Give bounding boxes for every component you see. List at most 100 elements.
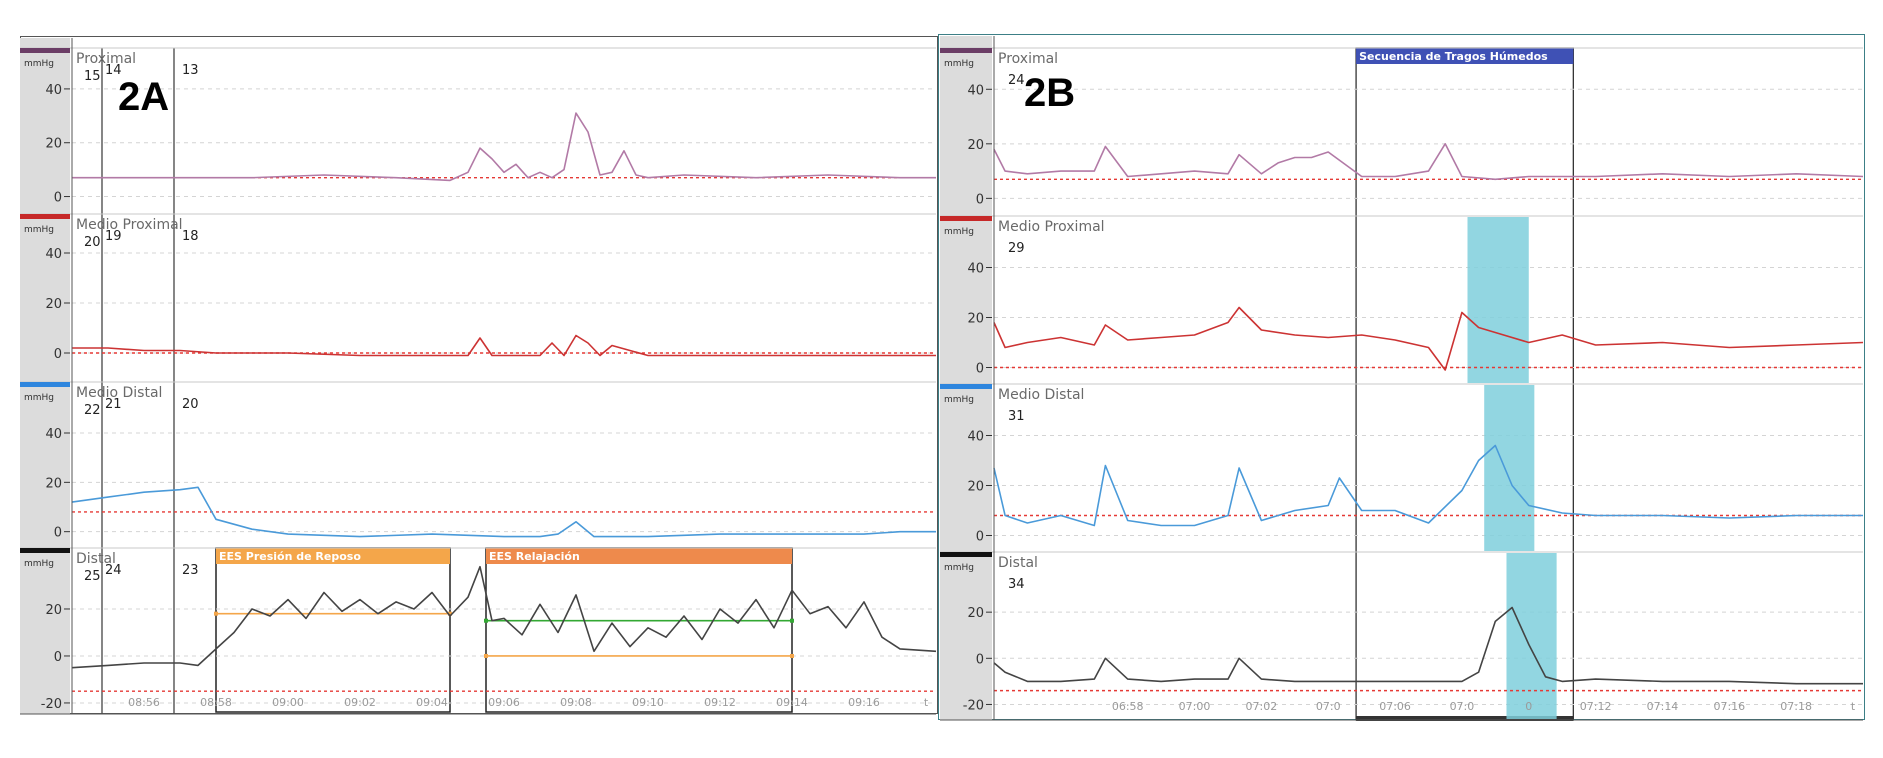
time-tick-label: 09:16 bbox=[848, 696, 880, 709]
marker-value: 14 bbox=[105, 63, 122, 78]
highlight-band bbox=[1506, 553, 1557, 719]
marker-value: 15 bbox=[84, 69, 101, 84]
series-line-medio-proximal bbox=[993, 306, 1864, 371]
channel-color-bar bbox=[940, 552, 992, 557]
annotation-label: Secuencia de Tragos Húmedos bbox=[1359, 50, 1548, 63]
marker-value: 20 bbox=[84, 235, 101, 250]
y-tick-label: 40 bbox=[45, 427, 62, 442]
measure-marker bbox=[484, 618, 488, 623]
time-tick-label: 07:0 bbox=[1450, 700, 1475, 713]
unit-label: mmHg bbox=[24, 559, 54, 569]
channel-color-bar bbox=[940, 48, 992, 53]
measure-marker bbox=[448, 611, 452, 616]
channel-color-bar bbox=[940, 384, 992, 389]
time-tick-label: 07:18 bbox=[1780, 700, 1812, 713]
channel-name: Distal bbox=[998, 555, 1038, 571]
time-tick-label: 07:00 bbox=[1179, 700, 1211, 713]
series-line-proximal bbox=[72, 112, 936, 182]
y-tick-label: 20 bbox=[45, 603, 62, 618]
time-tick-label: 09:14 bbox=[776, 696, 808, 709]
unit-label: mmHg bbox=[24, 225, 54, 235]
y-tick-label: 20 bbox=[967, 138, 984, 153]
time-tick-label: 09:12 bbox=[704, 696, 736, 709]
channel-color-bar bbox=[20, 548, 70, 553]
channel-color-bar bbox=[20, 214, 70, 219]
channel-name: Medio Proximal bbox=[76, 217, 183, 233]
marker-value: 21 bbox=[105, 397, 122, 412]
unit-label: mmHg bbox=[24, 393, 54, 403]
time-tick-label: 09:10 bbox=[632, 696, 664, 709]
y-tick-label: 20 bbox=[967, 312, 984, 327]
channel-name: Medio Proximal bbox=[998, 219, 1105, 235]
marker-value: 25 bbox=[84, 569, 101, 584]
time-tick-label: 06:58 bbox=[1112, 700, 1144, 713]
time-tick-label: 09:02 bbox=[344, 696, 376, 709]
series-line-medio-distal bbox=[993, 444, 1863, 527]
y-tick-label: 0 bbox=[54, 650, 62, 665]
annotation-header bbox=[1356, 48, 1574, 64]
annotation-box bbox=[215, 547, 451, 713]
annotation-label: EES Relajación bbox=[489, 550, 580, 563]
series-line-distal bbox=[993, 606, 1863, 685]
y-tick-label: 20 bbox=[967, 480, 984, 495]
y-tick-label: 0 bbox=[976, 192, 984, 207]
time-tick-label: 09:04 bbox=[416, 696, 448, 709]
marker-value: 23 bbox=[182, 563, 199, 578]
time-tick-label: 07:06 bbox=[1379, 700, 1411, 713]
time-tick-label: 09:00 bbox=[272, 696, 304, 709]
channel-name: Proximal bbox=[998, 51, 1058, 67]
unit-label: mmHg bbox=[24, 59, 54, 69]
time-tick-label: 09:08 bbox=[560, 696, 592, 709]
time-axis-label: t bbox=[924, 696, 929, 709]
measure-marker bbox=[790, 618, 794, 623]
marker-value: 20 bbox=[182, 397, 199, 412]
series-line-proximal bbox=[993, 143, 1864, 181]
channel-color-bar bbox=[20, 48, 70, 53]
y-tick-label: 40 bbox=[967, 83, 984, 98]
marker-value: 22 bbox=[84, 403, 101, 418]
unit-label: mmHg bbox=[944, 395, 974, 405]
annotation-label: EES Presión de Reposo bbox=[219, 550, 361, 563]
y-tick-label: 20 bbox=[45, 297, 62, 312]
y-tick-label: 0 bbox=[54, 347, 62, 362]
highlight-band bbox=[1467, 217, 1529, 383]
y-tick-label: 40 bbox=[967, 262, 984, 277]
annotation-footer bbox=[1356, 716, 1574, 721]
annotation-header bbox=[216, 548, 450, 564]
time-tick-label: 07:0 bbox=[1316, 700, 1341, 713]
time-tick-label: 08:56 bbox=[128, 696, 160, 709]
marker-value: 19 bbox=[105, 229, 122, 244]
y-tick-label: 0 bbox=[976, 530, 984, 545]
series-line-distal bbox=[71, 565, 937, 669]
unit-label: mmHg bbox=[944, 563, 974, 573]
marker-value: 13 bbox=[182, 63, 199, 78]
time-tick-label: 08:58 bbox=[200, 696, 232, 709]
axis-strip bbox=[940, 36, 992, 720]
marker-value: 24 bbox=[105, 563, 122, 578]
y-tick-label: 40 bbox=[45, 247, 62, 262]
measure-marker bbox=[214, 611, 218, 616]
time-tick-label: 07:16 bbox=[1713, 700, 1745, 713]
axis-strip bbox=[20, 38, 70, 714]
y-tick-label: 20 bbox=[45, 476, 62, 491]
time-axis-label: t bbox=[1851, 700, 1856, 713]
highlight-band bbox=[1484, 385, 1535, 551]
marker-value: 24 bbox=[1008, 73, 1025, 88]
unit-label: mmHg bbox=[944, 227, 974, 237]
y-tick-label: 0 bbox=[54, 191, 62, 206]
time-tick-label: 07:12 bbox=[1580, 700, 1612, 713]
marker-value: 18 bbox=[182, 229, 199, 244]
panel-label: 2B bbox=[1024, 71, 1075, 115]
series-line-medio-distal bbox=[71, 486, 936, 538]
channel-color-bar bbox=[20, 382, 70, 387]
y-tick-label: 20 bbox=[967, 606, 984, 621]
time-tick-label: 09:06 bbox=[488, 696, 520, 709]
time-tick-label: 07:14 bbox=[1647, 700, 1679, 713]
marker-value: 29 bbox=[1008, 241, 1025, 256]
panel-label: 2A bbox=[118, 75, 169, 119]
annotation-box bbox=[485, 547, 793, 713]
y-tick-label: 40 bbox=[967, 430, 984, 445]
unit-label: mmHg bbox=[944, 59, 974, 69]
y-tick-label: 0 bbox=[976, 652, 984, 667]
